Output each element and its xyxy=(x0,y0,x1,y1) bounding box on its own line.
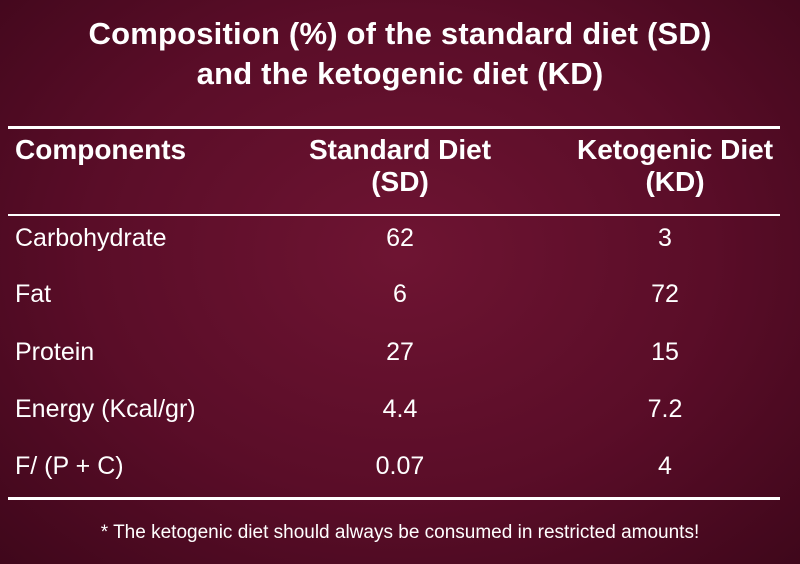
component-cell: Fat xyxy=(15,280,52,308)
slide-title-line-1: Composition (%) of the standard diet (SD… xyxy=(88,16,712,51)
table-row: Protein 27 15 xyxy=(0,332,800,372)
kd-value-cell: 7.2 xyxy=(647,395,683,423)
header-standard-diet: Standard Diet (SD) xyxy=(270,134,530,198)
component-cell: Carbohydrate xyxy=(15,224,167,252)
table-header-rule xyxy=(8,214,780,216)
table-row: F/ (P + C) 0.07 4 xyxy=(0,446,800,486)
component-cell: Energy (Kcal/gr) xyxy=(15,395,196,423)
header-components-label: Components xyxy=(15,134,187,165)
header-components: Components xyxy=(15,134,186,166)
header-standard-diet-abbr: (SD) xyxy=(371,166,429,197)
sd-value-cell: 27 xyxy=(386,338,414,366)
table-bottom-rule xyxy=(8,497,780,500)
table-top-rule xyxy=(8,126,780,129)
slide-title-line-2: and the ketogenic diet (KD) xyxy=(196,56,604,91)
sd-value-cell: 0.07 xyxy=(375,452,425,480)
kd-value-cell: 3 xyxy=(658,224,672,252)
header-ketogenic-diet: Ketogenic Diet (KD) xyxy=(545,134,800,198)
component-cell: F/ (P + C) xyxy=(15,452,124,480)
header-standard-diet-label: Standard Diet xyxy=(308,134,492,165)
sd-value-cell: 6 xyxy=(393,280,407,308)
sd-value-cell: 4.4 xyxy=(382,395,418,423)
component-cell: Protein xyxy=(15,338,95,366)
table-row: Fat 6 72 xyxy=(0,274,800,314)
footnote: * The ketogenic diet should always be co… xyxy=(100,522,700,543)
kd-value-cell: 4 xyxy=(658,452,672,480)
table-row: Carbohydrate 62 3 xyxy=(0,218,800,258)
kd-value-cell: 72 xyxy=(651,280,679,308)
kd-value-cell: 15 xyxy=(651,338,679,366)
header-ketogenic-diet-label: Ketogenic Diet xyxy=(576,134,774,165)
sd-value-cell: 62 xyxy=(386,224,414,252)
table-row: Energy (Kcal/gr) 4.4 7.2 xyxy=(0,389,800,429)
slide-title: Composition (%) of the standard diet (SD… xyxy=(0,14,800,94)
header-ketogenic-diet-abbr: (KD) xyxy=(645,166,705,197)
